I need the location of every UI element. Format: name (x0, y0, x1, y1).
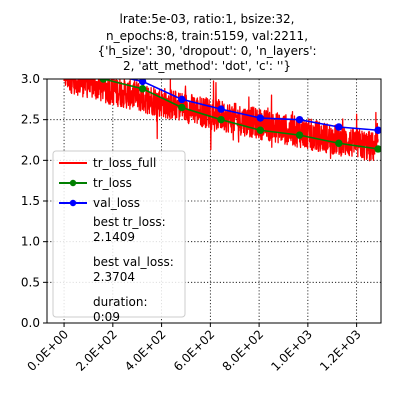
legend-note-label: best val_loss: (93, 255, 174, 269)
data-point-tr_loss (178, 103, 186, 112)
data-point-tr_loss (295, 131, 304, 139)
legend-note-label: best tr_loss: (93, 215, 166, 229)
series-line-val_loss (126, 79, 379, 132)
y-tick-label: 1.0 (21, 235, 40, 249)
legend-label-tr_loss_full: tr_loss_full (93, 156, 156, 170)
data-point-val_loss (217, 105, 225, 113)
chart-title: lrate:5e-03, ratio:1, bsize:32, n_epochs… (97, 12, 316, 73)
data-point-tr_loss (217, 115, 225, 124)
y-tick-label: 1.5 (21, 194, 40, 208)
data-point-val_loss (295, 115, 304, 124)
data-point-val_loss (335, 123, 343, 131)
legend-marker-tr_loss (69, 179, 77, 187)
y-tick-label: 0.0 (21, 316, 40, 330)
chart-title-line: {'h_size': 30, 'dropout': 0, 'n_layers': (97, 44, 316, 58)
legend-note-label: duration: (93, 295, 148, 309)
data-point-tr_loss (138, 85, 147, 93)
y-tick-label: 0.5 (21, 275, 40, 289)
chart-title-line: lrate:5e-03, ratio:1, bsize:32, (120, 12, 295, 26)
legend-label-val_loss: val_loss (93, 196, 140, 210)
data-point-tr_loss (335, 139, 343, 147)
legend-label-tr_loss: tr_loss (93, 176, 132, 190)
series-layer (63, 79, 381, 162)
y-tick-label: 2.0 (21, 153, 40, 167)
data-point-val_loss (178, 95, 186, 104)
data-point-val_loss (374, 126, 381, 134)
data-point-tr_loss (256, 126, 265, 134)
data-point-tr_loss (374, 145, 381, 153)
chart-title-line: 2, 'att_method': 'dot', 'c': ''} (123, 59, 291, 73)
legend-box (52, 150, 186, 318)
chart-title-line: n_epochs:8, train:5159, val:2211, (106, 29, 308, 43)
legend-note-value: 0:09 (93, 310, 120, 324)
series-line-tr_loss (103, 79, 379, 150)
legend-note-value: 2.1409 (93, 230, 135, 244)
y-tick-label: 2.5 (21, 113, 40, 127)
legend-marker-val_loss (69, 199, 77, 207)
legend-note-value: 2.3704 (93, 270, 135, 284)
data-point-val_loss (256, 114, 265, 122)
data-point-val_loss (138, 79, 147, 86)
y-tick-label: 3.0 (21, 72, 40, 86)
